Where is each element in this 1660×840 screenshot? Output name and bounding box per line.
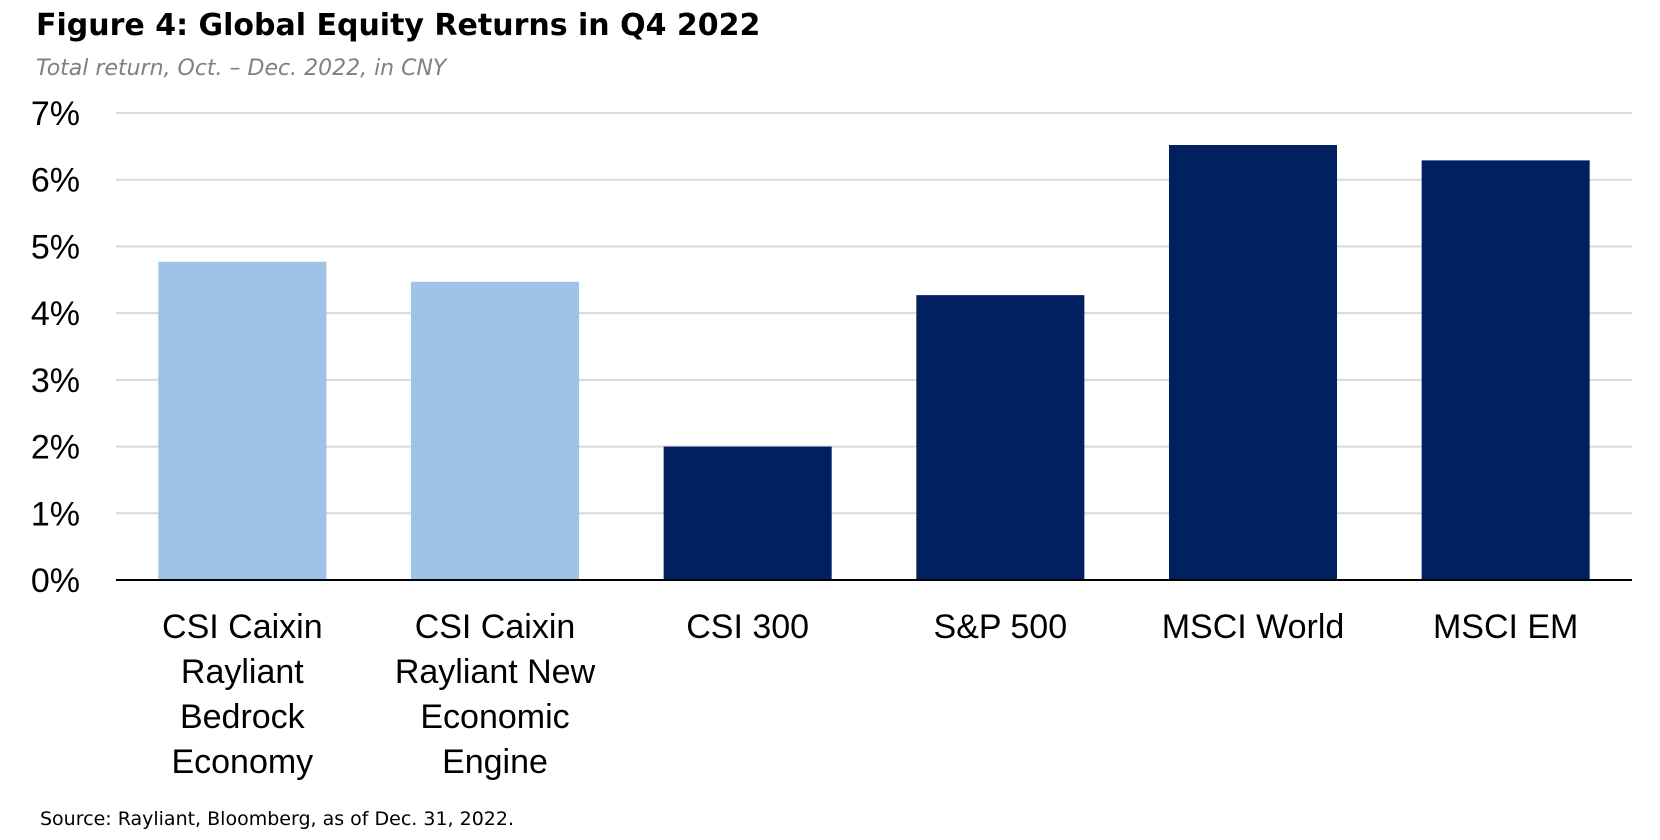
y-tick-label: 0% xyxy=(31,562,80,600)
bars xyxy=(158,145,1590,581)
x-tick-label: MSCI EM xyxy=(1433,608,1578,646)
bar xyxy=(410,281,580,580)
x-tick-label-line: CSI 300 xyxy=(686,608,809,646)
bar xyxy=(158,261,327,580)
x-tick-label-line: Bedrock xyxy=(180,698,306,736)
chart-subtitle: Total return, Oct. – Dec. 2022, in CNY xyxy=(36,56,447,81)
x-tick-label: CSI Caixin Rayliant New Economic Engine xyxy=(395,608,596,781)
y-tick-label: 7% xyxy=(31,95,80,133)
x-tick-label: CSI Caixin Rayliant Bedrock Economy xyxy=(162,608,323,781)
x-tick-label-line: MSCI World xyxy=(1162,608,1345,646)
bar xyxy=(1421,160,1590,581)
x-tick-label: MSCI World xyxy=(1162,608,1345,646)
x-tick-label: CSI 300 xyxy=(686,608,809,646)
x-tick-label-line: S&P 500 xyxy=(934,608,1068,646)
y-tick-label: 4% xyxy=(31,295,80,333)
y-tick-label: 2% xyxy=(31,429,80,467)
y-tick-label: 1% xyxy=(31,495,80,533)
x-tick-label-line: Rayliant New xyxy=(395,653,596,691)
x-tick-label: S&P 500 xyxy=(934,608,1068,646)
y-tick-label: 5% xyxy=(31,228,80,266)
x-tick-label-line: Engine xyxy=(442,743,548,781)
bar xyxy=(1168,145,1338,580)
x-tick-label-line: MSCI EM xyxy=(1433,608,1578,646)
chart-title: Figure 4: Global Equity Returns in Q4 20… xyxy=(36,8,761,43)
gridlines xyxy=(116,112,1632,515)
bar xyxy=(916,295,1085,580)
y-tick-label: 3% xyxy=(31,362,80,400)
source-note: Source: Rayliant, Bloomberg, as of Dec. … xyxy=(40,808,515,830)
x-tick-label-line: Rayliant xyxy=(181,653,304,691)
y-tick-label: 6% xyxy=(31,162,80,200)
bar-chart: 0% 1% 2% 3% 4% 5% 6% 7% CSI Caixin Rayliant Bedro… xyxy=(31,95,1632,781)
x-tick-label-line: Economy xyxy=(171,743,313,781)
y-axis-ticks: 0% 1% 2% 3% 4% 5% 6% 7% xyxy=(31,95,80,600)
x-tick-label-line: Economic xyxy=(420,698,569,736)
x-tick-label-line: CSI Caixin xyxy=(162,608,323,646)
bar xyxy=(663,446,832,580)
x-tick-label-line: CSI Caixin xyxy=(415,608,576,646)
